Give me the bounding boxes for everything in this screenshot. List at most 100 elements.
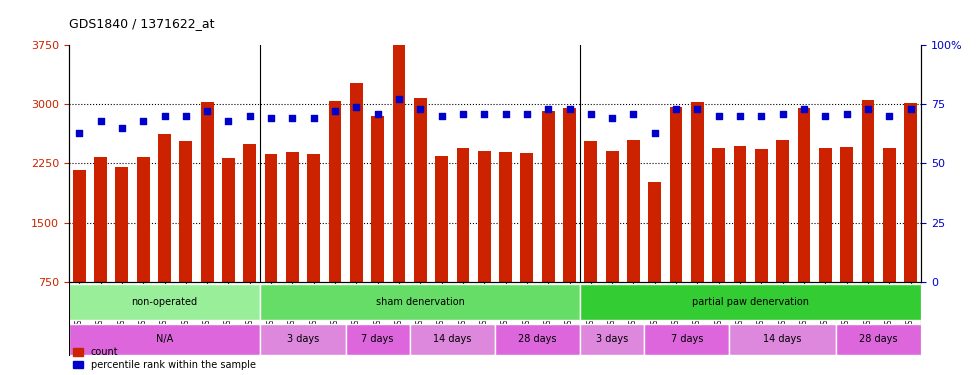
- Point: [903, 106, 918, 112]
- Point: [562, 106, 577, 112]
- Bar: [712, 148, 725, 282]
- Text: 28 days: 28 days: [518, 334, 557, 344]
- Point: [754, 113, 769, 119]
- FancyBboxPatch shape: [261, 324, 346, 354]
- Point: [647, 130, 662, 136]
- Point: [434, 113, 450, 119]
- Bar: [457, 148, 469, 282]
- Point: [455, 111, 470, 117]
- Point: [796, 106, 811, 112]
- Point: [284, 116, 300, 122]
- Bar: [350, 83, 363, 282]
- Point: [157, 113, 172, 119]
- Point: [178, 113, 194, 119]
- FancyBboxPatch shape: [644, 324, 729, 354]
- Legend: count, percentile rank within the sample: count, percentile rank within the sample: [74, 347, 256, 370]
- Text: 14 days: 14 days: [763, 334, 802, 344]
- Bar: [542, 111, 555, 282]
- Point: [605, 116, 620, 122]
- Text: 3 days: 3 days: [596, 334, 628, 344]
- Bar: [691, 102, 704, 282]
- Point: [135, 118, 151, 124]
- Bar: [73, 170, 85, 282]
- Point: [839, 111, 855, 117]
- Bar: [669, 107, 682, 282]
- Bar: [905, 104, 917, 282]
- Bar: [819, 148, 832, 282]
- Bar: [584, 141, 597, 282]
- Point: [860, 106, 876, 112]
- Point: [690, 106, 706, 112]
- Bar: [116, 166, 128, 282]
- Text: 7 days: 7 days: [670, 334, 703, 344]
- FancyBboxPatch shape: [69, 284, 261, 320]
- Text: 3 days: 3 days: [287, 334, 319, 344]
- Bar: [755, 149, 767, 282]
- Bar: [414, 98, 426, 282]
- Bar: [243, 144, 256, 282]
- Point: [476, 111, 492, 117]
- Point: [732, 113, 748, 119]
- Text: N/A: N/A: [156, 334, 173, 344]
- Bar: [734, 146, 747, 282]
- Bar: [137, 157, 150, 282]
- Bar: [478, 151, 491, 282]
- Bar: [883, 148, 896, 282]
- Point: [220, 118, 236, 124]
- Bar: [564, 108, 576, 282]
- Point: [72, 130, 87, 136]
- Text: partial paw denervation: partial paw denervation: [692, 297, 809, 307]
- Point: [327, 108, 343, 114]
- Text: 7 days: 7 days: [362, 334, 394, 344]
- Point: [242, 113, 258, 119]
- Bar: [308, 154, 320, 282]
- Bar: [286, 152, 299, 282]
- Point: [710, 113, 726, 119]
- Point: [93, 118, 109, 124]
- Point: [199, 108, 215, 114]
- Bar: [798, 108, 810, 282]
- Point: [498, 111, 514, 117]
- Text: non-operated: non-operated: [131, 297, 198, 307]
- Point: [775, 111, 791, 117]
- Point: [625, 111, 641, 117]
- Bar: [435, 156, 448, 282]
- Point: [519, 111, 535, 117]
- FancyBboxPatch shape: [836, 324, 921, 354]
- Bar: [861, 100, 874, 282]
- FancyBboxPatch shape: [495, 324, 580, 354]
- Bar: [776, 140, 789, 282]
- Bar: [840, 147, 853, 282]
- Bar: [201, 102, 214, 282]
- Point: [369, 111, 385, 117]
- Point: [413, 106, 428, 112]
- FancyBboxPatch shape: [69, 324, 261, 354]
- Bar: [520, 153, 533, 282]
- FancyBboxPatch shape: [729, 324, 836, 354]
- Point: [668, 106, 684, 112]
- Bar: [265, 154, 277, 282]
- Bar: [393, 31, 406, 282]
- Text: 28 days: 28 days: [859, 334, 898, 344]
- Point: [583, 111, 599, 117]
- Bar: [649, 182, 662, 282]
- Text: 14 days: 14 days: [433, 334, 471, 344]
- Point: [114, 125, 129, 131]
- Point: [817, 113, 833, 119]
- Point: [264, 116, 279, 122]
- Point: [349, 104, 365, 110]
- FancyBboxPatch shape: [346, 324, 410, 354]
- FancyBboxPatch shape: [580, 324, 644, 354]
- Bar: [328, 101, 341, 282]
- FancyBboxPatch shape: [580, 284, 921, 320]
- Point: [306, 116, 321, 122]
- Text: sham denervation: sham denervation: [376, 297, 465, 307]
- Bar: [606, 151, 618, 282]
- Bar: [499, 152, 512, 282]
- Bar: [94, 157, 107, 282]
- Point: [881, 113, 897, 119]
- Bar: [627, 140, 640, 282]
- Point: [391, 96, 407, 102]
- FancyBboxPatch shape: [410, 324, 495, 354]
- Bar: [179, 141, 192, 282]
